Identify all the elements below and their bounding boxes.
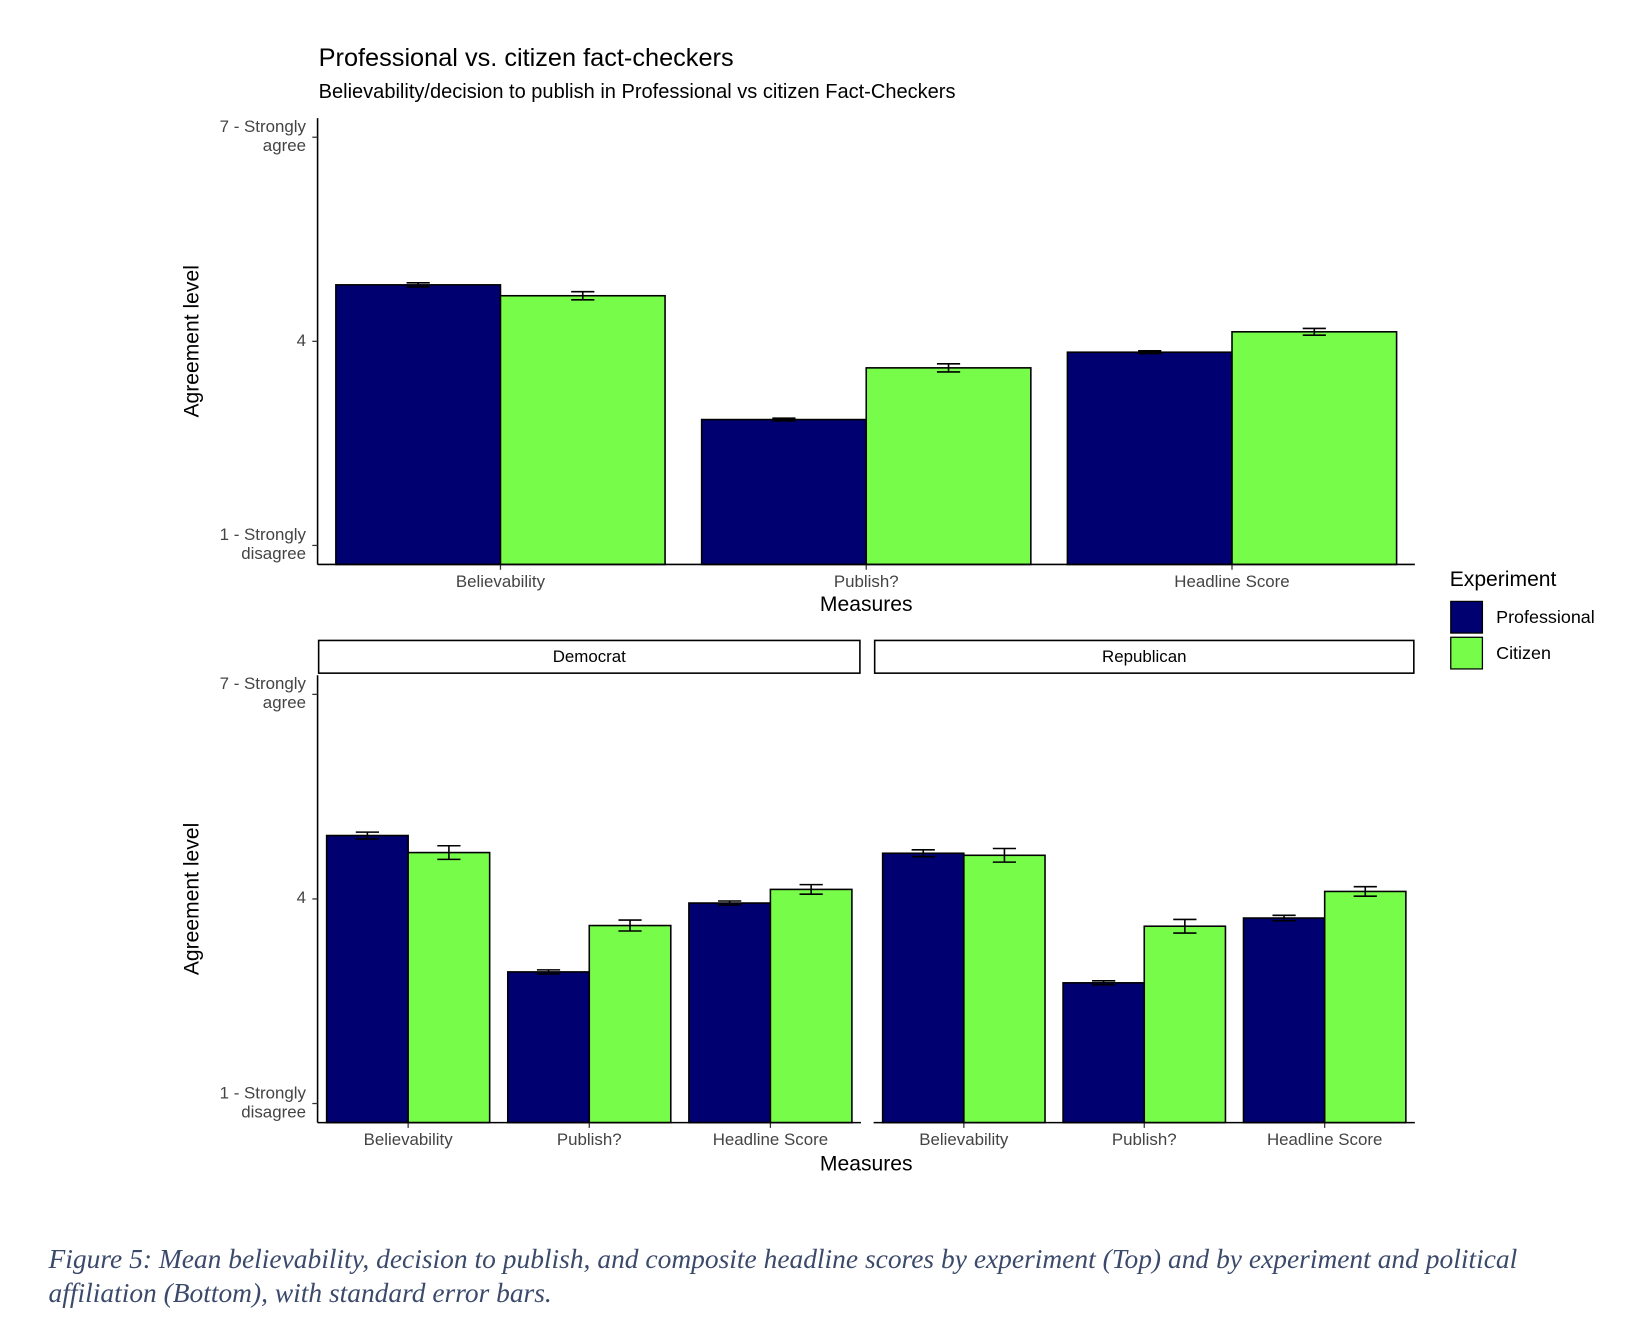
error-bar <box>618 919 642 932</box>
error-bar <box>911 849 935 858</box>
y-tick-label: 4 <box>296 889 306 908</box>
error-bar <box>1138 350 1162 355</box>
error-bar <box>1173 918 1197 934</box>
error-bar <box>936 362 961 373</box>
bar <box>688 902 772 1124</box>
x-axis-title: Measures <box>820 1152 913 1175</box>
bar <box>769 888 853 1124</box>
error-bar <box>718 900 742 906</box>
bar <box>1066 351 1233 566</box>
x-axis-title: Measures <box>820 593 913 616</box>
x-tick-label: Believability <box>456 572 546 591</box>
error-bar <box>1092 979 1116 986</box>
error-bar <box>406 282 430 288</box>
error-bar <box>1353 885 1377 898</box>
bar <box>1062 982 1146 1124</box>
bar <box>325 834 409 1124</box>
chart-subtitle: Believability/decision to publish in Pro… <box>319 81 956 103</box>
facet-strip <box>317 639 861 674</box>
x-tick-label: Headline Score <box>1174 572 1289 591</box>
x-tick-label: Publish? <box>557 1130 622 1149</box>
bar <box>963 854 1046 1124</box>
error-bar <box>355 831 380 840</box>
legend-key <box>1450 600 1484 634</box>
x-tick-label: Publish? <box>1112 1130 1177 1149</box>
facet-strip <box>873 639 1415 674</box>
error-bar <box>437 844 461 861</box>
chart-title: Professional vs. citizen fact-checkers <box>319 44 734 72</box>
error-bar <box>799 883 823 895</box>
bar <box>700 418 868 566</box>
error-bar <box>992 847 1017 863</box>
error-bar <box>571 290 595 301</box>
bar <box>335 284 502 566</box>
bar <box>865 367 1032 566</box>
legend-label: Citizen <box>1496 643 1551 663</box>
bar <box>1143 925 1227 1124</box>
x-tick-label: Publish? <box>834 572 899 591</box>
bar <box>588 924 672 1124</box>
error-bar <box>772 417 796 422</box>
x-tick-label: Believability <box>919 1130 1009 1149</box>
error-bar <box>1302 327 1326 336</box>
y-tick-label: 7 - Strongly agree <box>219 675 306 713</box>
bar <box>1242 917 1326 1124</box>
x-tick-label: Believability <box>364 1130 454 1149</box>
y-tick-label: 1 - Strongly disagree <box>219 1084 306 1122</box>
bar <box>881 852 965 1124</box>
facet-label: Republican <box>1102 647 1186 666</box>
y-tick-label: 1 - Strongly disagree <box>219 526 306 564</box>
bar <box>506 971 591 1124</box>
bar <box>1323 890 1407 1124</box>
bar <box>407 851 491 1124</box>
bar <box>499 294 666 566</box>
caption: Figure 5: Mean believability, decision t… <box>48 1243 1518 1309</box>
x-tick-label: Headline Score <box>713 1130 828 1149</box>
y-axis-title: Agreement level <box>181 265 204 417</box>
error-bar <box>536 969 561 975</box>
x-tick-label: Headline Score <box>1267 1130 1382 1149</box>
legend-title: Experiment <box>1450 568 1557 591</box>
bar <box>1231 331 1398 566</box>
legend-key <box>1450 636 1484 670</box>
y-axis-title: Agreement level <box>181 823 204 975</box>
y-tick-label: 4 <box>296 331 306 350</box>
legend-label: Professional <box>1496 607 1595 627</box>
y-tick-label: 7 - Strongly agree <box>219 118 306 156</box>
error-bar <box>1272 914 1296 922</box>
facet-label: Democrat <box>553 647 626 666</box>
